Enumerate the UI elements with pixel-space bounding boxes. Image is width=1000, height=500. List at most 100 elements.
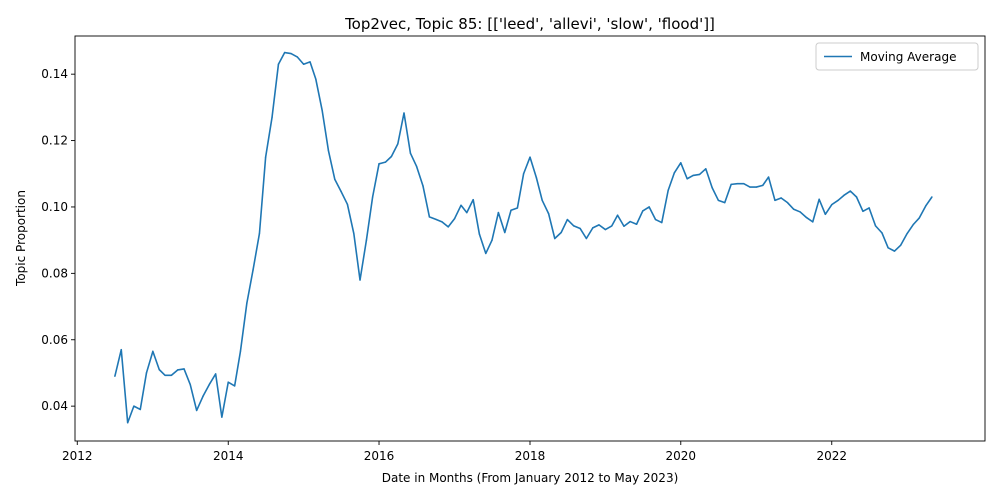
data-point: [786, 201, 789, 204]
data-point: [918, 217, 921, 219]
data-point: [554, 237, 556, 240]
data-point: [579, 227, 581, 230]
series-points: [114, 51, 933, 424]
data-point: [698, 173, 701, 176]
data-point: [510, 209, 512, 211]
data-point: [233, 385, 236, 387]
data-point: [126, 422, 129, 424]
data-point: [195, 409, 198, 412]
data-point: [812, 221, 814, 223]
data-point: [378, 163, 380, 165]
data-point: [667, 189, 669, 192]
data-point: [818, 198, 820, 201]
data-point: [855, 196, 858, 198]
data-point: [673, 172, 676, 174]
data-point: [409, 152, 412, 154]
y-tick-label: 0.10: [41, 200, 68, 214]
data-point: [887, 247, 889, 249]
data-point: [749, 186, 751, 188]
data-point: [290, 52, 292, 55]
x-tick-label: 2014: [213, 449, 244, 463]
data-point: [925, 205, 927, 207]
data-point: [623, 225, 625, 227]
data-point: [453, 217, 456, 220]
data-point: [277, 63, 280, 65]
data-point: [849, 190, 852, 192]
data-point: [862, 210, 864, 212]
data-point: [390, 155, 393, 158]
data-point: [522, 173, 525, 175]
y-tick-label: 0.06: [41, 333, 68, 347]
data-point: [767, 176, 770, 178]
data-point: [541, 199, 543, 202]
data-point: [139, 408, 141, 411]
data-point: [208, 383, 210, 386]
data-point: [485, 252, 487, 255]
data-point: [371, 196, 374, 198]
data-point: [611, 225, 613, 227]
data-point: [415, 165, 418, 168]
data-point: [604, 228, 607, 231]
data-point: [176, 369, 179, 371]
data-point: [384, 161, 387, 163]
data-point: [428, 216, 431, 218]
data-point: [868, 207, 870, 209]
data-point: [334, 178, 336, 181]
data-point: [321, 109, 323, 112]
data-point: [460, 204, 462, 206]
data-point: [422, 185, 424, 187]
x-tick-label: 2020: [665, 449, 696, 463]
data-point: [912, 223, 915, 225]
x-tick-label: 2022: [816, 449, 847, 463]
data-point: [793, 208, 795, 210]
data-point: [736, 183, 739, 185]
data-point: [491, 239, 493, 241]
data-point: [560, 231, 562, 234]
data-point: [831, 203, 833, 206]
data-point: [774, 199, 776, 202]
data-point: [730, 183, 732, 186]
data-point: [906, 232, 908, 235]
data-point: [824, 213, 827, 215]
y-tick-label: 0.08: [41, 266, 68, 280]
data-point: [686, 178, 688, 180]
data-point: [616, 214, 619, 216]
data-point: [516, 207, 519, 209]
x-tick-label: 2018: [515, 449, 546, 463]
data-point: [755, 186, 758, 188]
data-point: [648, 206, 650, 208]
data-point: [680, 162, 682, 164]
data-point: [629, 220, 631, 223]
x-tick-label: 2012: [62, 449, 93, 463]
data-point: [365, 239, 368, 241]
data-point: [271, 116, 273, 119]
data-point: [635, 223, 638, 225]
data-point: [133, 405, 135, 407]
x-axis-ticks: 2012 2014 2016 2018 2020 2022: [62, 441, 847, 463]
plot-frame: [74, 35, 986, 442]
data-point: [705, 168, 707, 170]
data-point: [466, 211, 468, 214]
data-point: [661, 221, 663, 224]
data-point: [296, 56, 298, 58]
data-point: [346, 203, 349, 206]
data-point: [214, 373, 217, 375]
data-point: [762, 184, 764, 187]
y-tick-label: 0.04: [41, 399, 68, 413]
data-point: [315, 78, 317, 80]
data-point: [403, 112, 405, 114]
x-axis-label: Date in Months (From January 2012 to May…: [382, 471, 679, 485]
data-point: [837, 199, 839, 202]
data-point: [642, 210, 644, 212]
data-point: [202, 395, 204, 397]
data-point: [893, 250, 896, 252]
data-point: [931, 196, 933, 198]
data-point: [780, 197, 782, 199]
data-point: [843, 194, 845, 197]
data-point: [145, 372, 148, 374]
data-point: [170, 374, 173, 376]
data-point: [434, 218, 437, 220]
data-point: [164, 374, 166, 376]
data-point: [327, 149, 330, 152]
